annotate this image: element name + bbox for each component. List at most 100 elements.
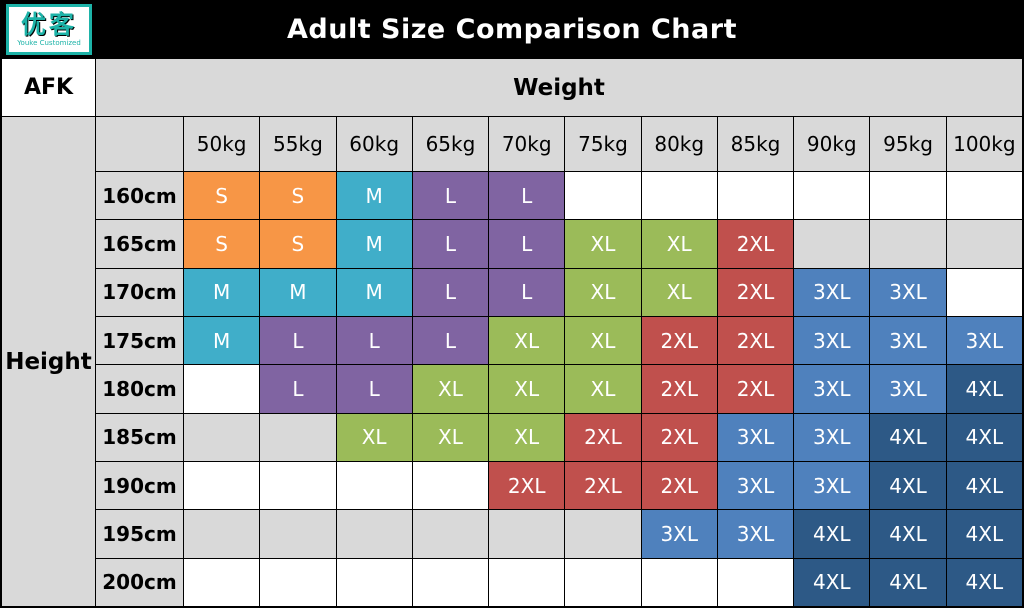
size-cell-185cm-75kg: 2XL	[564, 412, 642, 462]
size-cell-200cm-60kg	[335, 557, 413, 608]
size-cell-165cm-85kg: 2XL	[716, 219, 795, 269]
size-cell-190cm-60kg	[335, 460, 413, 511]
size-cell-165cm-70kg: L	[488, 219, 566, 269]
size-cell-170cm-85kg: 2XL	[716, 267, 795, 317]
size-cell-165cm-95kg	[869, 219, 947, 269]
size-cell-185cm-60kg: XL	[335, 412, 413, 462]
size-cell-200cm-75kg	[564, 557, 642, 608]
size-cell-180cm-85kg: 2XL	[716, 364, 795, 414]
row-header-185cm: 185cm	[95, 412, 184, 462]
size-cell-160cm-80kg	[640, 170, 718, 221]
size-cell-175cm-70kg: XL	[488, 315, 566, 366]
height-axis-header: Height	[1, 116, 96, 607]
col-header-80kg: 80kg	[640, 116, 718, 172]
size-cell-160cm-75kg	[564, 170, 642, 221]
size-cell-175cm-95kg: 3XL	[869, 315, 947, 366]
row-header-165cm: 165cm	[95, 219, 184, 269]
size-cell-185cm-95kg: 4XL	[869, 412, 947, 462]
size-cell-195cm-65kg	[411, 509, 490, 559]
size-cell-190cm-70kg: 2XL	[488, 460, 566, 511]
col-header-50kg: 50kg	[182, 116, 261, 172]
size-table: AFK Weight Height 50kg 55kg 60kg 65kg 70kg 75kg 8…	[1, 58, 1024, 608]
size-cell-190cm-65kg	[411, 460, 490, 511]
size-cell-160cm-100kg	[945, 170, 1024, 221]
logo-subtext: Youke Customized	[17, 39, 81, 47]
row-header-160cm: 160cm	[95, 170, 184, 221]
size-cell-180cm-50kg	[182, 364, 261, 414]
size-cell-170cm-55kg: M	[259, 267, 337, 317]
size-cell-195cm-100kg: 4XL	[945, 509, 1024, 559]
size-cell-175cm-85kg: 2XL	[716, 315, 795, 366]
size-cell-165cm-100kg	[945, 219, 1024, 269]
size-cell-170cm-75kg: XL	[564, 267, 642, 317]
size-cell-180cm-90kg: 3XL	[793, 364, 871, 414]
size-cell-175cm-50kg: M	[182, 315, 261, 366]
size-cell-190cm-95kg: 4XL	[869, 460, 947, 511]
size-cell-165cm-80kg: XL	[640, 219, 718, 269]
size-cell-200cm-50kg	[182, 557, 261, 608]
page-title: Adult Size Comparison Chart	[287, 14, 737, 45]
row-header-180cm: 180cm	[95, 364, 184, 414]
size-cell-165cm-65kg: L	[411, 219, 490, 269]
size-cell-165cm-75kg: XL	[564, 219, 642, 269]
size-cell-175cm-75kg: XL	[564, 315, 642, 366]
size-cell-195cm-85kg: 3XL	[716, 509, 795, 559]
size-cell-160cm-65kg: L	[411, 170, 490, 221]
size-cell-165cm-90kg	[793, 219, 871, 269]
row-header-195cm: 195cm	[95, 509, 184, 559]
size-cell-170cm-95kg: 3XL	[869, 267, 947, 317]
size-cell-180cm-100kg: 4XL	[945, 364, 1024, 414]
size-cell-190cm-90kg: 3XL	[793, 460, 871, 511]
size-cell-190cm-55kg	[259, 460, 337, 511]
row-header-200cm: 200cm	[95, 557, 184, 608]
size-cell-195cm-70kg	[488, 509, 566, 559]
size-cell-185cm-85kg: 3XL	[716, 412, 795, 462]
size-cell-195cm-90kg: 4XL	[793, 509, 871, 559]
col-header-55kg: 55kg	[259, 116, 337, 172]
size-cell-185cm-55kg	[259, 412, 337, 462]
size-cell-160cm-55kg: S	[259, 170, 337, 221]
logo-characters: 优客	[20, 10, 77, 39]
size-cell-185cm-90kg: 3XL	[793, 412, 871, 462]
size-cell-175cm-55kg: L	[259, 315, 337, 366]
size-cell-195cm-75kg	[564, 509, 642, 559]
size-cell-200cm-95kg: 4XL	[869, 557, 947, 608]
col-header-95kg: 95kg	[869, 116, 947, 172]
size-cell-160cm-70kg: L	[488, 170, 566, 221]
size-cell-195cm-55kg	[259, 509, 337, 559]
size-cell-190cm-50kg	[182, 460, 261, 511]
corner-blank-cell	[95, 116, 184, 172]
size-cell-175cm-100kg: 3XL	[945, 315, 1024, 366]
size-cell-180cm-65kg: XL	[411, 364, 490, 414]
size-cell-185cm-80kg: 2XL	[640, 412, 718, 462]
size-cell-170cm-100kg	[945, 267, 1024, 317]
size-cell-160cm-85kg	[716, 170, 795, 221]
size-cell-175cm-80kg: 2XL	[640, 315, 718, 366]
size-cell-165cm-50kg: S	[182, 219, 261, 269]
size-cell-200cm-85kg	[716, 557, 795, 608]
size-cell-160cm-50kg: S	[182, 170, 261, 221]
size-cell-160cm-90kg	[793, 170, 871, 221]
size-cell-190cm-75kg: 2XL	[564, 460, 642, 511]
size-cell-165cm-60kg: M	[335, 219, 413, 269]
size-cell-195cm-60kg	[335, 509, 413, 559]
size-cell-170cm-65kg: L	[411, 267, 490, 317]
size-cell-185cm-70kg: XL	[488, 412, 566, 462]
size-cell-195cm-50kg	[182, 509, 261, 559]
size-cell-170cm-90kg: 3XL	[793, 267, 871, 317]
size-cell-200cm-70kg	[488, 557, 566, 608]
size-cell-190cm-85kg: 3XL	[716, 460, 795, 511]
col-header-70kg: 70kg	[488, 116, 566, 172]
col-header-60kg: 60kg	[335, 116, 413, 172]
size-cell-180cm-55kg: L	[259, 364, 337, 414]
title-bar: 优客 Youke Customized Adult Size Compariso…	[1, 1, 1023, 58]
size-cell-180cm-70kg: XL	[488, 364, 566, 414]
size-cell-200cm-100kg: 4XL	[945, 557, 1024, 608]
size-cell-170cm-50kg: M	[182, 267, 261, 317]
col-header-90kg: 90kg	[793, 116, 871, 172]
weight-axis-header: Weight	[95, 58, 1023, 117]
size-cell-200cm-80kg	[640, 557, 718, 608]
size-cell-175cm-90kg: 3XL	[793, 315, 871, 366]
size-cell-195cm-80kg: 3XL	[640, 509, 718, 559]
size-cell-170cm-60kg: M	[335, 267, 413, 317]
